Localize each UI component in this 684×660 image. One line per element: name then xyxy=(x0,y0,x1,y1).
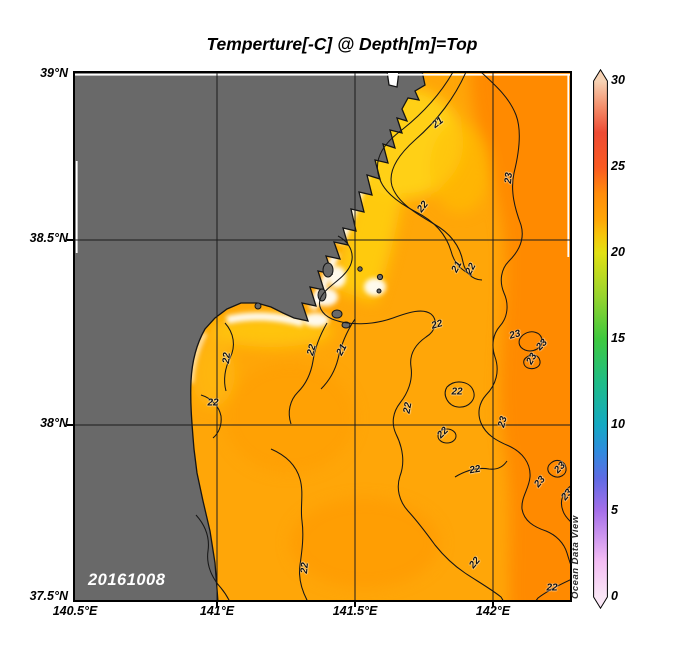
land-mass xyxy=(75,73,426,600)
colorbar-tick-label: 15 xyxy=(611,330,625,345)
contour-value-label: 22 xyxy=(305,343,319,357)
colorbar-labels: 30 25 20 15 10 5 0 xyxy=(611,69,645,609)
contour-value-label: 23 xyxy=(534,337,550,353)
contour-value-label: 23 xyxy=(508,328,522,342)
contour-value-label: 21 xyxy=(449,259,465,275)
date-label: 20161008 xyxy=(88,571,166,589)
x-tick xyxy=(492,602,494,607)
x-axis: 140.5°E 141°E 141.5°E 142°E xyxy=(53,604,570,622)
contour-value-label: 23 xyxy=(532,474,548,490)
contour-value-label: 22 xyxy=(463,261,479,277)
contour-value-label: 23 xyxy=(524,351,540,367)
colorbar-tick-label: 30 xyxy=(611,72,625,87)
contour-value-label: 23 xyxy=(496,415,510,429)
colorbar-tick-label: 20 xyxy=(611,244,625,259)
y-axis: 39°N 38.5°N 38°N 37.5°N xyxy=(0,66,68,603)
contour-value-label: 22 xyxy=(401,401,415,415)
contour-value-label: 21 xyxy=(430,115,446,131)
contour-value-label: 22 xyxy=(221,351,233,365)
map-area: 21 22 23 21 22 23 23 23 22 22 21 22 22 22 22 22 22 23 23 23… xyxy=(73,71,572,602)
y-tick xyxy=(67,424,73,426)
map-canvas xyxy=(75,73,570,600)
x-axis-label: 142°E xyxy=(475,604,511,618)
contour-value-label: 23 xyxy=(552,460,568,476)
colorbar-tick-label: 25 xyxy=(611,158,625,173)
colorbar xyxy=(593,68,608,610)
contour-labels-layer: 21 22 23 21 22 23 23 23 22 22 21 22 22 22 22 22 22 23 23 23… xyxy=(75,73,570,600)
colorbar-tick-label: 0 xyxy=(611,588,618,603)
x-tick xyxy=(216,602,218,607)
colorbar-gradient xyxy=(593,68,608,610)
y-axis-label: 38°N xyxy=(40,416,68,430)
contour-value-label: 22 xyxy=(467,555,483,571)
temperature-contours xyxy=(195,73,570,600)
contour-value-label: 22 xyxy=(546,582,558,594)
contour-value-label: 23 xyxy=(559,487,572,503)
x-axis-label: 141.5°E xyxy=(332,604,378,618)
graticule xyxy=(75,73,570,600)
contour-value-label: 22 xyxy=(468,463,482,477)
contour-value-label: 22 xyxy=(299,561,311,575)
contour-value-label: 22 xyxy=(415,199,431,215)
x-axis-label: 141°E xyxy=(199,604,235,618)
contour-value-label: 22 xyxy=(435,425,451,441)
odv-watermark: Ocean Data View xyxy=(570,515,581,599)
contour-value-label: 22 xyxy=(430,318,444,332)
y-axis-label: 38.5°N xyxy=(29,231,68,245)
y-tick xyxy=(67,239,73,241)
x-axis-label: 140.5°E xyxy=(52,604,98,618)
contour-value-label: 22 xyxy=(207,397,219,409)
x-tick xyxy=(354,602,356,607)
contour-value-label: 21 xyxy=(334,342,350,358)
colorbar-tick-label: 10 xyxy=(611,416,625,431)
y-axis-label: 37.5°N xyxy=(29,589,68,603)
colorbar-tick-label: 5 xyxy=(611,502,618,517)
y-axis-label: 39°N xyxy=(40,66,68,80)
contour-value-label: 22 xyxy=(451,386,463,398)
contour-value-label: 23 xyxy=(503,171,515,185)
plot-title: Temperture[-C] @ Depth[m]=Top xyxy=(206,34,478,54)
